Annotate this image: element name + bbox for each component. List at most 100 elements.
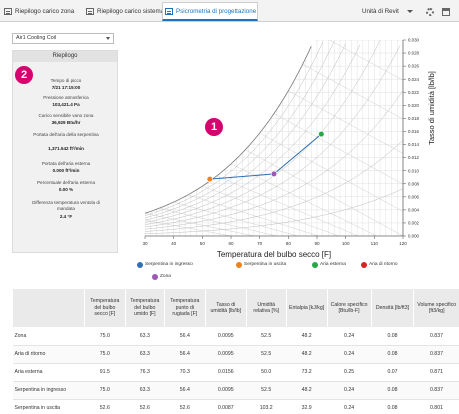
summary-label: Percentuale dell'aria esterna	[36, 180, 96, 185]
x-tick-label: 110	[371, 241, 379, 246]
table-cell: 0.837	[413, 345, 459, 364]
table-cell: 56.4	[164, 345, 206, 364]
y-axis-label: Tasso di umidità [lb/lb]	[427, 71, 436, 145]
callout-badge: 1	[205, 118, 223, 136]
table-cell: 48.2	[286, 381, 328, 400]
table-cell: 48.2	[286, 327, 328, 346]
tab-label: Riepilogo carico sistema	[97, 8, 165, 15]
column-header: Densità [lb/ft3]	[370, 289, 414, 327]
legend-swatch	[236, 262, 242, 268]
table-cell: 0.871	[413, 363, 459, 382]
column-header: Tasso di umidità [lb/lb]	[204, 289, 247, 327]
coil-select[interactable]: Air1 Cooling Coil	[12, 33, 114, 44]
legend-label: Zona	[160, 274, 171, 279]
x-tick-label: 120	[399, 241, 407, 246]
table-cell: 0.24	[327, 381, 372, 400]
table-row: Aria esterna 91.5 76.3 70.3 0.0156 50.0 …	[12, 363, 459, 382]
summary-label: Carico sensibile vano zona	[38, 113, 94, 118]
x-tick-label: 80	[286, 241, 292, 246]
table-cell: Zona	[12, 327, 85, 346]
legend-label: Aria di ritorno	[369, 262, 398, 267]
legend-item[interactable]: Zona	[152, 274, 171, 280]
x-tick-label: 90	[314, 241, 320, 246]
table-cell: Serpentina in ingresso	[12, 381, 85, 400]
table-cell: 52.6	[125, 399, 165, 414]
table-cell: 0.24	[327, 327, 372, 346]
y-tick-label: 0.016	[408, 129, 420, 134]
table-cell: 0.08	[371, 327, 414, 346]
table-cell: 56.4	[164, 327, 206, 346]
legend-item[interactable]: Serpentina in uscita	[236, 262, 286, 268]
column-header: Temperatura punto di rugiada [F]	[163, 289, 206, 327]
state-points	[206, 130, 325, 183]
legend-swatch	[152, 274, 158, 280]
summary-title: Riepilogo	[13, 51, 117, 62]
table-icon	[4, 8, 12, 15]
table-cell: 0.08	[371, 381, 414, 400]
y-tick-label: 0.002	[408, 221, 420, 226]
y-tick-label: 0.026	[408, 64, 420, 69]
table-cell: 52.5	[246, 345, 287, 364]
y-tick-label: 0.004	[408, 207, 420, 212]
table-cell: 103.2	[246, 399, 287, 414]
units-dropdown[interactable]: Unità di Revit	[362, 8, 399, 15]
summary-value: 0.00 %	[58, 187, 74, 192]
table-icon	[86, 8, 94, 15]
tab-label: Riepilogo carico zona	[15, 8, 75, 15]
chevron-down-icon[interactable]	[407, 10, 413, 13]
table-cell: 76.3	[125, 363, 165, 382]
summary-label: Portata dell'aria della serpentina	[33, 132, 99, 137]
table-cell: 0.24	[327, 345, 372, 364]
saturation-curves	[144, 40, 404, 234]
table-row: Serpentina in ingresso 75.0 63.3 56.4 0.…	[12, 381, 459, 400]
table-cell: 63.3	[125, 327, 165, 346]
tab-design-psychrometrics[interactable]: Psicrometria di progettazione	[162, 2, 258, 21]
legend-swatch	[312, 262, 318, 268]
table-cell: Aria esterna	[12, 363, 85, 382]
table-cell: Serpentina in uscita	[12, 399, 85, 414]
y-tick-label: 0.020	[408, 103, 420, 108]
table-header-row: Temperatura del bulbo secco [F] Temperat…	[12, 289, 459, 327]
state-point-2[interactable]	[318, 130, 325, 138]
legend-item[interactable]: Aria esterna	[312, 262, 346, 268]
table-cell: Aria di ritorno	[12, 345, 85, 364]
table-cell: 0.801	[413, 399, 459, 414]
legend-item[interactable]: Serpentina in ingresso	[137, 262, 193, 268]
legend-label: Serpentina in uscita	[244, 262, 287, 267]
column-header: Volume specifico [ft3/kg]	[413, 289, 459, 327]
tab-zone-load-summary[interactable]: Riepilogo carico zona	[2, 3, 74, 22]
table-cell: 0.0095	[205, 327, 247, 346]
table-cell: 0.08	[371, 345, 414, 364]
y-tick-label: 0.006	[408, 194, 420, 199]
table-cell: 73.2	[286, 363, 328, 382]
gear-icon[interactable]	[426, 8, 434, 16]
summary-value: 36,929 Btu/hr	[51, 120, 81, 125]
table-cell: 0.0095	[205, 381, 247, 400]
column-header: Temperatura del bulbo secco [F]	[83, 289, 126, 327]
state-point-4[interactable]	[270, 170, 278, 178]
x-axis-label: Temperatura del bulbo secco [F]	[217, 250, 331, 259]
chart-icon	[165, 8, 173, 15]
legend-swatch	[361, 262, 367, 268]
column-header: Umidità relativa [%]	[245, 289, 287, 327]
table-cell: 0.0095	[205, 345, 247, 364]
legend-item[interactable]: Aria di ritorno	[361, 262, 398, 268]
state-point-1[interactable]	[206, 176, 213, 183]
table-cell: 52.5	[246, 327, 287, 346]
table-cell: 0.25	[327, 363, 372, 382]
x-tick-label: 60	[228, 241, 234, 246]
tab-system-load-summary[interactable]: Riepilogo carico sistema	[84, 3, 164, 22]
chevron-down-icon	[106, 37, 110, 40]
print-icon[interactable]	[442, 8, 450, 16]
callout-badge: 2	[15, 66, 33, 84]
summary-value: 2.4 °F	[59, 214, 73, 219]
table-cell: 70.3	[164, 363, 206, 382]
legend-swatch	[137, 262, 143, 268]
x-tick-label: 40	[171, 241, 177, 246]
summary-label: Portata dell'aria esterna	[41, 161, 91, 166]
summary-value: 103,421.4 Pa	[52, 102, 80, 107]
tab-label: Psicrometria di progettazione	[176, 8, 257, 15]
column-header: Temperatura del bulbo umido [F]	[124, 289, 165, 327]
coil-select-value: Air1 Cooling Coil	[16, 35, 57, 41]
